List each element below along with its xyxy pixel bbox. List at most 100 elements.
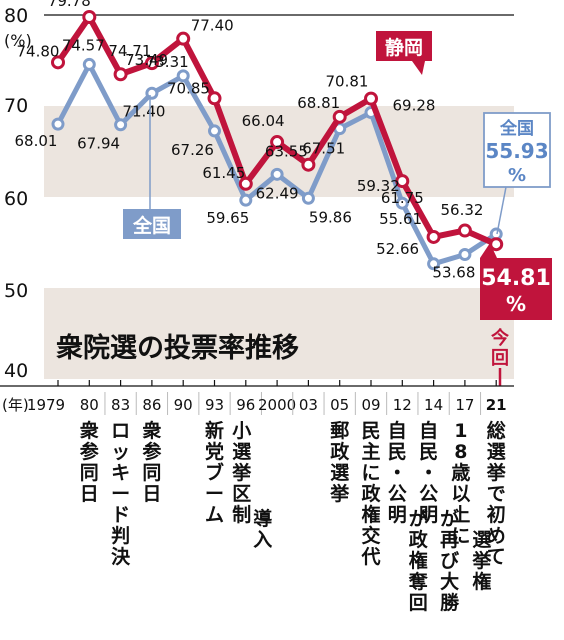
event-label: が: [409, 507, 428, 530]
axes: 40 50 60 70 80 (%) 衆院選の投票率推移: [4, 5, 514, 382]
event-label: め: [487, 525, 506, 547]
event-label: が: [440, 507, 459, 530]
event-label: 民: [361, 420, 380, 442]
current-zenkoku-box: [483, 112, 551, 188]
event-label: 挙: [231, 461, 252, 484]
event-label: ・: [388, 462, 407, 484]
event-label: 権: [472, 570, 491, 593]
x-unit-label: (年): [2, 396, 29, 414]
zenkoku-point: [176, 69, 190, 83]
shizuoka-point: [51, 55, 65, 70]
shizuoka-value-label: 61.75: [381, 189, 424, 207]
shizuoka-point: [238, 176, 253, 191]
event-label: ッ: [111, 441, 130, 463]
x-tick-label: 80: [80, 396, 99, 414]
x-tick-label: 1979: [27, 396, 65, 414]
zenkoku-point: [301, 191, 315, 205]
shizuoka-value-label: 68.81: [297, 94, 340, 112]
current-mark: 回: [491, 348, 509, 369]
event-label: 上: [451, 504, 470, 526]
shizuoka-value-label: 77.40: [191, 17, 234, 35]
event-label: 奪: [408, 570, 429, 593]
zenkoku-value-label: 74.57: [62, 36, 105, 54]
event-label: 公: [419, 483, 438, 505]
zenkoku-value-label: 67.26: [171, 141, 214, 159]
zenkoku-point: [208, 124, 221, 138]
zenkoku-value-label: 59.86: [309, 208, 352, 226]
zenkoku-tag: [123, 209, 181, 239]
y-tick-label: 40: [4, 360, 28, 382]
event-label: 小: [232, 420, 251, 442]
shizuoka-value-label: 66.04: [242, 112, 285, 130]
event-label: 日: [142, 483, 161, 505]
shizuoka-value-label: 74.71: [108, 42, 151, 60]
x-tick-label: 05: [330, 396, 349, 414]
y-tick-label: 80: [4, 5, 28, 27]
zenkoku-point: [239, 193, 253, 207]
event-label: 8: [454, 441, 467, 463]
event-label: に: [361, 462, 380, 484]
current-shizuoka-box: [480, 258, 552, 320]
event-label: 勝: [440, 591, 460, 614]
event-label: 判: [111, 525, 130, 547]
event-label: 挙: [471, 549, 492, 572]
event-label: 挙: [329, 482, 350, 505]
shizuoka-tag: [376, 31, 432, 61]
event-label: ド: [111, 504, 130, 526]
shizuoka-value-label: 55.61: [379, 210, 422, 228]
zenkoku-value-label: 73.31: [146, 53, 189, 71]
event-label: ・: [419, 462, 438, 484]
event-label: ロ: [111, 420, 130, 442]
event-label: 明: [419, 504, 438, 526]
zenkoku-value-label: 52.66: [376, 240, 419, 258]
event-label: 政: [361, 482, 381, 505]
event-label: 政: [330, 440, 350, 463]
event-label: 参: [142, 440, 161, 463]
x-tick-label: 86: [142, 396, 161, 414]
event-label: ム: [205, 504, 224, 526]
shizuoka-value-label: 56.32: [441, 201, 484, 219]
shizuoka-value-label: 63.55: [265, 143, 308, 161]
current-zenkoku-unit: %: [508, 165, 526, 186]
event-label: ブ: [205, 461, 224, 484]
shizuoka-point: [426, 229, 441, 244]
event-label: 郵: [330, 420, 349, 442]
zenkoku-value-label: 53.68: [432, 264, 475, 282]
zenkoku-point: [82, 57, 96, 71]
shizuoka-point: [144, 56, 159, 71]
x-tick-label: 96: [236, 396, 255, 414]
shizuoka-point: [207, 91, 222, 106]
event-label: 1: [454, 420, 467, 442]
shizuoka-point: [332, 109, 347, 124]
zenkoku-value-label: 67.51: [302, 140, 345, 158]
event-label: ー: [205, 483, 224, 505]
event-label: 制: [232, 503, 251, 526]
zenkoku-point: [145, 86, 159, 100]
shizuoka-point: [364, 91, 378, 106]
zenkoku-value-label: 67.94: [77, 135, 120, 153]
event-label: 初: [487, 503, 506, 526]
x-axis: (年)1979 80 83 86 90 93 96 2000 03 05 09 12 14 17 21: [0, 380, 514, 415]
current-shizuoka-unit: %: [506, 292, 526, 316]
event-label: 自: [419, 419, 438, 442]
shizuoka-point: [457, 223, 472, 238]
event-label: て: [487, 546, 506, 568]
y-tick-label: 60: [4, 188, 28, 210]
event-label: 以: [451, 483, 470, 505]
shizuoka-point: [113, 67, 128, 82]
current-zenkoku-name: 全国: [499, 118, 534, 139]
event-label: 導: [253, 507, 272, 530]
x-tick-label: 90: [174, 396, 193, 414]
event-label: 選: [330, 462, 349, 484]
x-tick-label: 14: [424, 396, 443, 414]
event-label: で: [487, 483, 506, 505]
x-tick-label: 2000: [258, 396, 296, 414]
event-label: 同: [80, 462, 99, 484]
x-tick-label: 21: [486, 396, 507, 414]
event-label: 公: [388, 483, 407, 505]
zenkoku-tag-label: 全国: [132, 214, 171, 237]
